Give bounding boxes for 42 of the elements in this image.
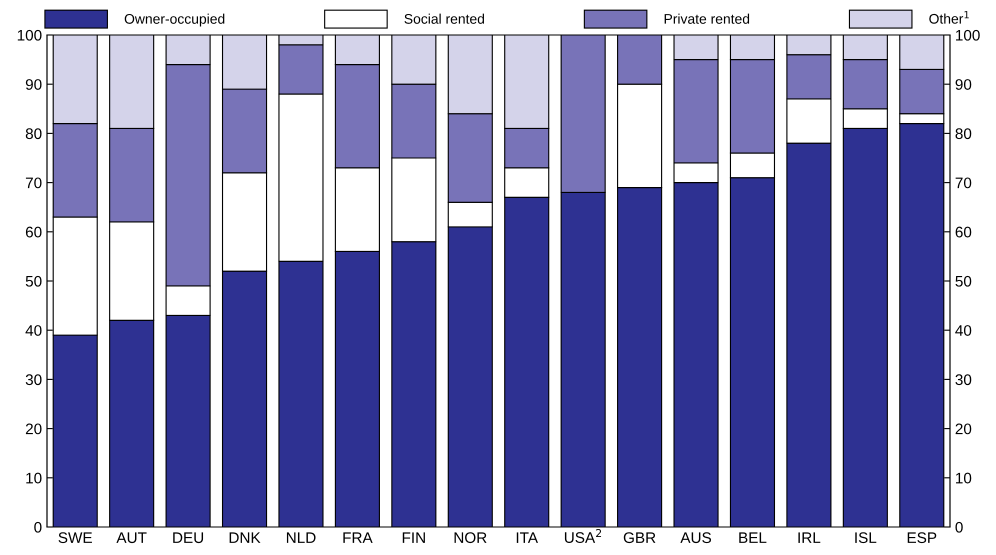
- x-tick-label: SWE: [58, 532, 92, 544]
- x-tick-label: DNK: [230, 532, 260, 543]
- x-tick-label: FRA: [343, 532, 373, 543]
- y2-tick-label: 30: [955, 374, 972, 386]
- legend-label: Other$^{1}$: [929, 11, 969, 24]
- y-tick-label: 100: [18, 30, 42, 41]
- y-tick-label: 30: [26, 374, 42, 386]
- y-tick-label: 60: [26, 226, 42, 238]
- y2-tick-label: 80: [956, 128, 972, 140]
- x-tick-label: AUT: [116, 532, 147, 544]
- y-tick-label: 0: [34, 522, 42, 533]
- x-tick-label: ITA: [516, 532, 538, 543]
- x-tick-label: DEU: [173, 532, 204, 544]
- y2-tick-label: 50: [955, 276, 972, 287]
- y2-tick-label: 60: [956, 226, 972, 238]
- legend-label: Owner-occupied: [124, 14, 224, 27]
- y2-tick-label: 10: [956, 472, 972, 484]
- legend-label: Private rented: [664, 14, 750, 24]
- y2-tick-label: 40: [955, 325, 972, 336]
- x-tick-label: ISL: [855, 532, 876, 544]
- y-tick-label: 90: [26, 79, 42, 90]
- y2-tick-label: 20: [956, 423, 972, 434]
- x-tick-label: USA$^{2}$: [564, 529, 602, 543]
- y2-tick-label: 70: [956, 177, 972, 188]
- y-tick-label: 80: [26, 128, 42, 140]
- x-tick-label: BEL: [739, 532, 766, 543]
- legend-label: Social rented: [404, 14, 484, 24]
- y-tick-label: 40: [26, 325, 42, 336]
- x-tick-label: IRL: [798, 532, 820, 543]
- y-tick-label: 10: [26, 472, 42, 484]
- y-tick-label: 20: [26, 423, 42, 434]
- y2-tick-label: 100: [956, 30, 980, 41]
- x-tick-label: NLD: [286, 532, 316, 543]
- x-tick-label: GBR: [624, 532, 656, 544]
- x-tick-label: AUS: [680, 532, 712, 544]
- x-tick-label: ESP: [908, 532, 936, 544]
- y-tick-label: 50: [26, 276, 42, 287]
- x-tick-label: NOR: [454, 532, 487, 544]
- y-tick-label: 70: [26, 177, 42, 188]
- x-tick-label: FIN: [402, 532, 425, 543]
- y2-tick-label: 0: [955, 522, 963, 533]
- y2-tick-label: 90: [956, 79, 972, 90]
